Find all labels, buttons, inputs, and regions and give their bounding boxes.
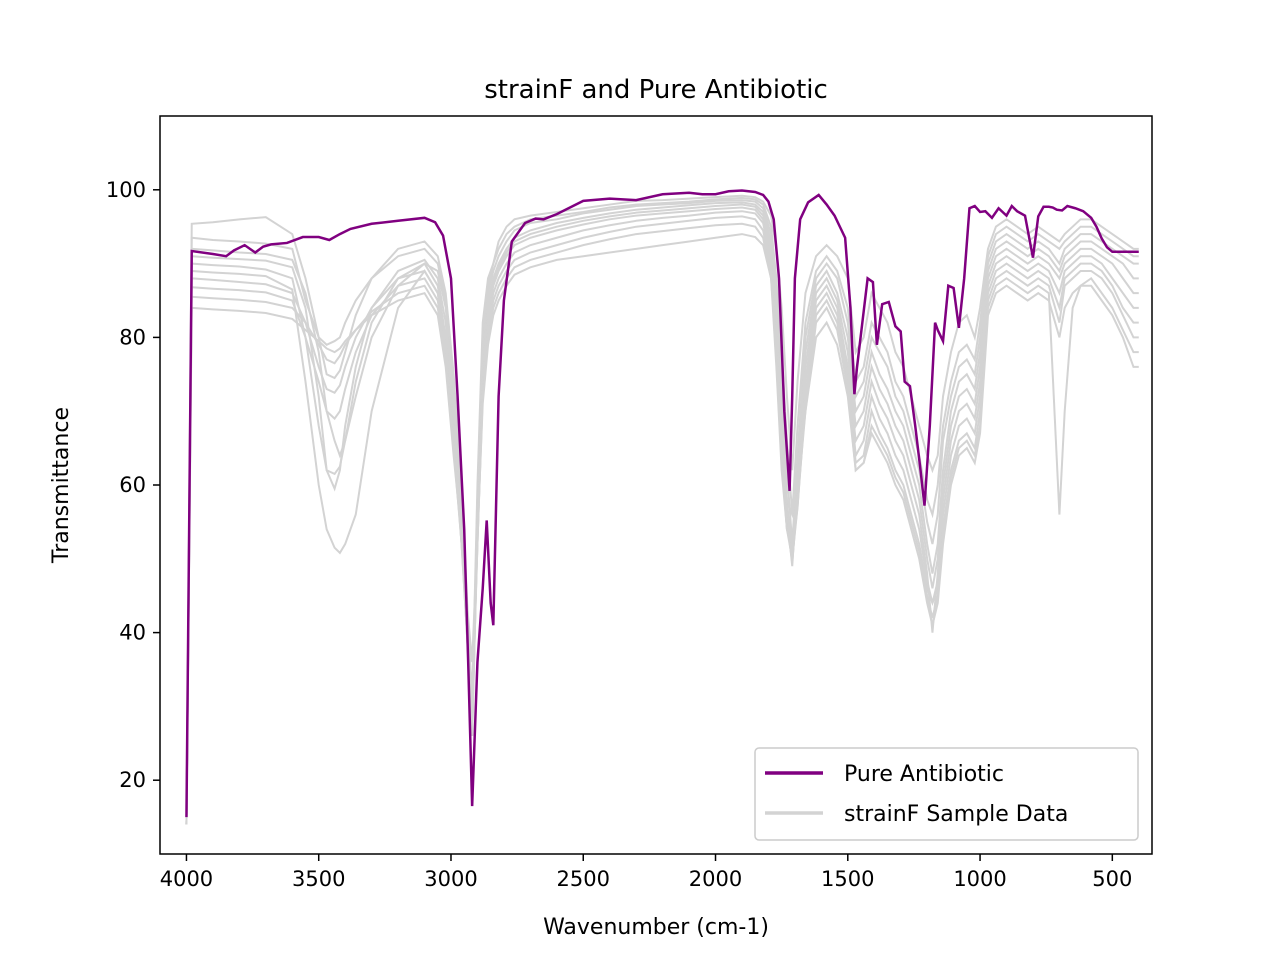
legend-label-1: Pure Antibiotic: [844, 762, 1004, 787]
y-axis: 20 40 60 80 100: [106, 178, 160, 792]
pure-antibiotic-line: [185, 189, 1139, 818]
chart-title: strainF and Pure Antibiotic: [484, 75, 828, 105]
legend-box: [754, 747, 1139, 841]
y-tick-label-100: 100: [106, 178, 146, 202]
x-tick-label-500: 500: [1092, 867, 1132, 891]
y-tick-label-20: 20: [119, 768, 146, 792]
x-tick-label-4000: 4000: [160, 867, 213, 891]
strainF-sample-line-1: [185, 194, 1139, 825]
x-tick-label-1000: 1000: [953, 867, 1006, 891]
x-tick-label-2500: 2500: [557, 867, 610, 891]
strainF-sample-line-9: [185, 222, 1139, 825]
x-tick-label-1500: 1500: [821, 867, 874, 891]
y-tick-label-80: 80: [119, 325, 146, 349]
legend: Pure Antibiotic strainF Sample Data: [754, 747, 1139, 841]
strainF-sample-line-5: [185, 203, 1139, 825]
y-tick-label-60: 60: [119, 473, 146, 497]
strainF-sample-line-2: [185, 196, 1139, 825]
plot-area: [185, 189, 1139, 825]
y-axis-label: Transmittance: [49, 407, 74, 564]
plot-frame: [159, 115, 1153, 855]
x-tick-label-3000: 3000: [424, 867, 477, 891]
strainF-sample-line-10: [185, 233, 1139, 825]
x-tick-label-2000: 2000: [689, 867, 742, 891]
strainF-sample-line-8: [185, 215, 1139, 825]
y-tick-label-40: 40: [119, 621, 146, 645]
strainF-sample-line-7: [185, 210, 1139, 825]
strainF-sample-line-6: [185, 206, 1139, 825]
x-axis: 4000 3500 3000 2500 2000 1500 1000 500: [160, 854, 1132, 891]
x-tick-label-3500: 3500: [292, 867, 345, 891]
x-axis-label: Wavenumber (cm-1): [543, 915, 769, 940]
legend-label-2: strainF Sample Data: [844, 802, 1068, 827]
